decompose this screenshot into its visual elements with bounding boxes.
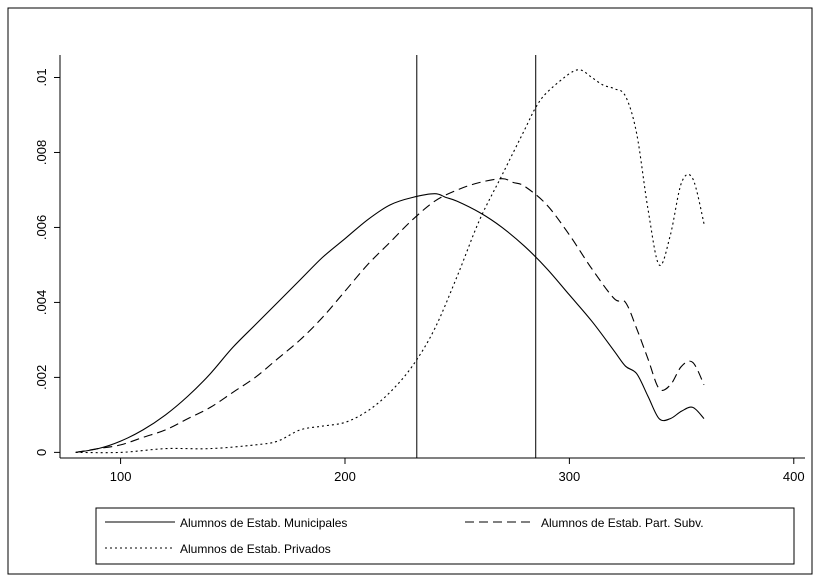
y-tick-label: .002 bbox=[34, 365, 49, 390]
series-line-privados bbox=[75, 69, 705, 454]
x-ticks: 100 200 300 400 bbox=[110, 458, 805, 484]
y-tick-label: .008 bbox=[34, 140, 49, 165]
y-tick-label: .01 bbox=[34, 68, 49, 86]
axes bbox=[59, 55, 805, 459]
chart-border bbox=[7, 7, 813, 575]
x-tick-label: 100 bbox=[110, 469, 132, 484]
x-tick-label: 400 bbox=[783, 469, 805, 484]
y-tick-label: 0 bbox=[34, 449, 49, 456]
legend-entry-municipales: Alumnos de Estab. Municipales bbox=[105, 516, 347, 530]
x-tick-label: 200 bbox=[334, 469, 356, 484]
series-line-municipales bbox=[75, 193, 705, 453]
series-lines bbox=[75, 69, 705, 454]
legend-label-part-subv: Alumnos de Estab. Part. Subv. bbox=[541, 516, 704, 530]
y-tick-label: .006 bbox=[34, 215, 49, 240]
legend-entry-privados: Alumnos de Estab. Privados bbox=[105, 542, 331, 556]
legend-label-privados: Alumnos de Estab. Privados bbox=[180, 542, 331, 556]
y-ticks: 0 .002 .004 .006 .008 .01 bbox=[34, 68, 60, 456]
legend-entry-part-subv: Alumnos de Estab. Part. Subv. bbox=[465, 516, 704, 530]
legend: Alumnos de Estab. Municipales Alumnos de… bbox=[95, 507, 795, 565]
series-line-part-subv bbox=[75, 178, 705, 453]
y-tick-label: .004 bbox=[34, 290, 49, 315]
legend-box bbox=[95, 507, 795, 565]
x-tick-label: 300 bbox=[559, 469, 581, 484]
legend-label-municipales: Alumnos de Estab. Municipales bbox=[180, 516, 347, 530]
